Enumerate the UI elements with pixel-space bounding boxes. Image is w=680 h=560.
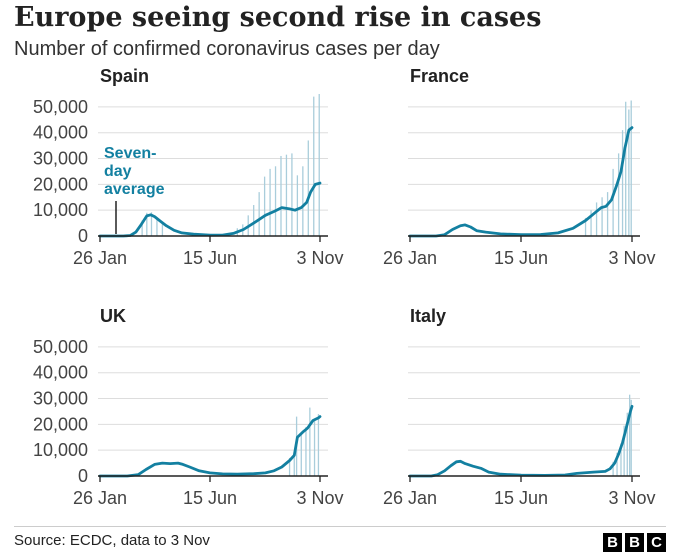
annotation-line: Seven- — [104, 145, 156, 162]
x-tick-label: 15 Jun — [183, 248, 237, 268]
chart-italy: Italy 26 Jan 15 Jun 3 Nov — [383, 306, 656, 508]
chart-france: France 26 Jan 15 Jun 3 Nov — [383, 66, 656, 268]
seven-day-average-line — [98, 181, 322, 238]
annotation-line: day — [104, 163, 132, 180]
x-tick-label: 26 Jan — [73, 488, 127, 508]
x-tick-label: 15 Jun — [494, 248, 548, 268]
x-tick-label: 3 Nov — [296, 248, 343, 268]
x-tick-label: 3 Nov — [608, 248, 655, 268]
x-tick-label: 15 Jun — [494, 488, 548, 508]
y-tick-label: 50,000 — [33, 97, 88, 117]
source-note: Source: ECDC, data to 3 Nov — [14, 532, 210, 549]
chart-title: UK — [100, 306, 126, 326]
chart-title: Italy — [410, 306, 446, 326]
footer-divider — [14, 526, 666, 527]
y-tick-label: 40,000 — [33, 363, 88, 383]
annotation-label: Seven-day average — [104, 145, 165, 198]
seven-day-average-line — [408, 404, 634, 478]
y-tick-label: 10,000 — [33, 200, 88, 220]
y-tick-label: 20,000 — [33, 174, 88, 194]
chart-title: France — [410, 66, 469, 86]
y-tick-label: 0 — [78, 226, 88, 246]
x-tick-label: 26 Jan — [73, 248, 127, 268]
bbc-logo: B B C — [603, 533, 666, 552]
annotation-line: average — [104, 181, 165, 198]
y-tick-label: 50,000 — [33, 337, 88, 357]
x-tick-label: 3 Nov — [296, 488, 343, 508]
seven-day-average-line — [408, 126, 634, 238]
y-tick-label: 10,000 — [33, 440, 88, 460]
page-title: Europe seeing second rise in cases — [14, 2, 542, 33]
page-subtitle: Number of confirmed coronavirus cases pe… — [14, 38, 440, 60]
y-tick-label: 30,000 — [33, 389, 88, 409]
seven-day-average-line — [98, 415, 322, 478]
chart-spain: Spain 0 10,000 20,000 30,000 40,000 50,000 26 J… — [33, 66, 344, 268]
chart-uk: UK 0 10,000 20,000 30,000 40,000 50,000 26 Jan 1… — [33, 306, 344, 508]
y-tick-label: 0 — [78, 466, 88, 486]
x-tick-label: 26 Jan — [383, 248, 437, 268]
bbc-logo-letter-1: B — [603, 533, 622, 552]
y-tick-label: 40,000 — [33, 123, 88, 143]
chart-title: Spain — [100, 66, 149, 86]
bbc-logo-letter-2: B — [625, 533, 644, 552]
x-tick-label: 26 Jan — [383, 488, 437, 508]
bbc-logo-letter-3: C — [647, 533, 666, 552]
x-tick-label: 15 Jun — [183, 488, 237, 508]
y-tick-label: 30,000 — [33, 149, 88, 169]
y-tick-label: 20,000 — [33, 414, 88, 434]
x-tick-label: 3 Nov — [608, 488, 655, 508]
